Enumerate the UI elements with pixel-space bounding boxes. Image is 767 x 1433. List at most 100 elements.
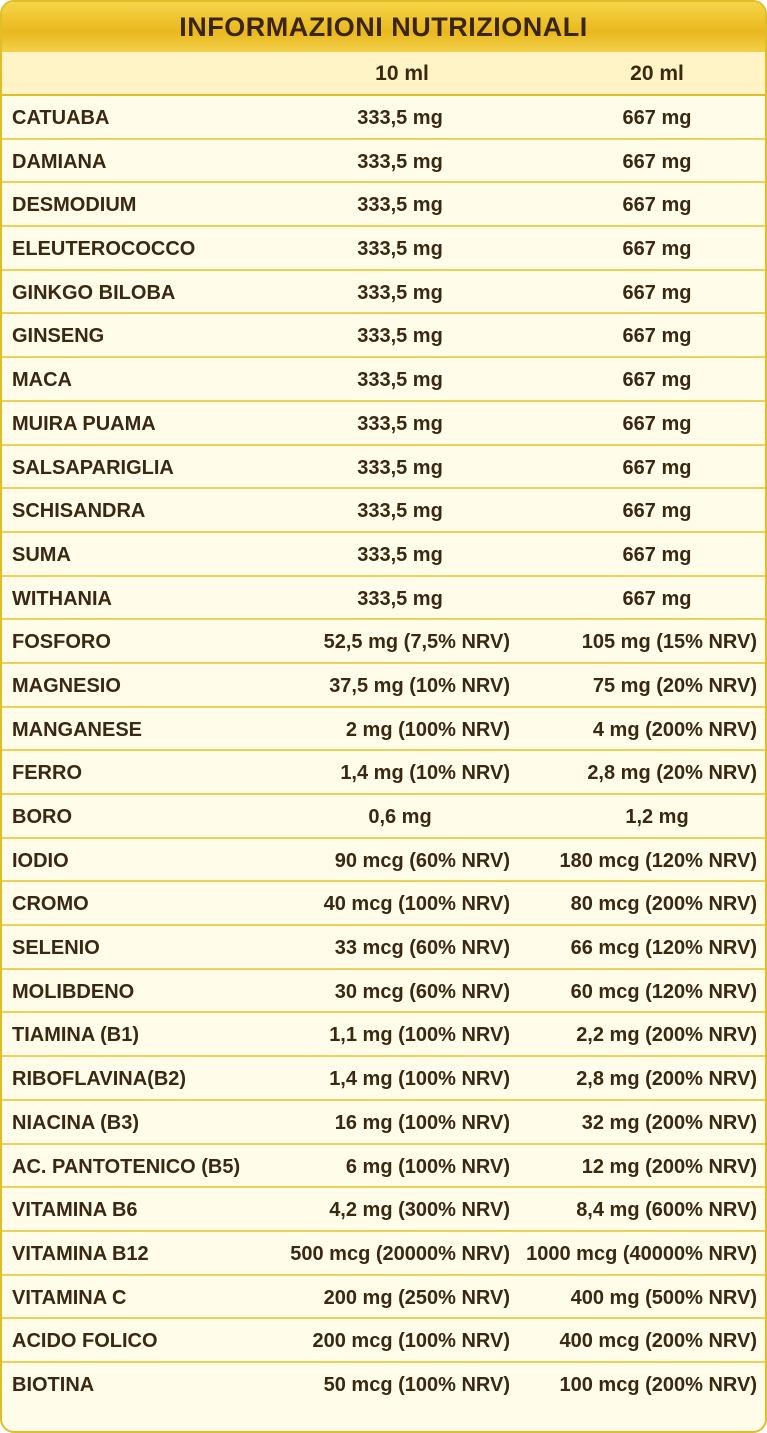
table-row: GINSENG 333,5 mg 667 mg bbox=[2, 314, 765, 359]
nutrient-name: RIBOFLAVINA(B2) bbox=[12, 1068, 187, 1091]
nutrient-name: BIOTINA bbox=[12, 1373, 95, 1396]
table-row: ELEUTEROCOCCO 333,5 mg 667 mg bbox=[2, 227, 765, 271]
nutrient-name: VITAMINA B12 bbox=[12, 1242, 149, 1265]
nutrient-amount: 105 mg (15% NRV) bbox=[581, 631, 757, 654]
table-row: MANGANESE 2 mg (100% NRV) 4 mg (200% NRV) bbox=[2, 708, 765, 752]
nutrient-name: CATUABA bbox=[12, 107, 110, 129]
nutrient-amount: 333,5 mg bbox=[357, 369, 443, 392]
table-row: MUIRA PUAMA 333,5 mg 667 mg bbox=[2, 402, 765, 446]
nutrient-amount: 90 mcg (60% NRV) bbox=[334, 849, 510, 872]
nutrient-name: MANGANESE bbox=[12, 718, 143, 741]
nutrient-name: IODIO bbox=[12, 849, 69, 872]
nutrient-name: VITAMINA C bbox=[12, 1286, 127, 1309]
nutrient-name: TIAMINA (B1) bbox=[12, 1024, 140, 1047]
nutrient-name: SUMA bbox=[12, 543, 71, 566]
nutrient-amount: 500 mcg (20000% NRV) bbox=[290, 1242, 510, 1265]
table-body: CATUABA 333,5 mg 667 mg DAMIANA 333,5 mg 667 … bbox=[2, 96, 765, 1407]
nutrient-amount: 667 mg bbox=[622, 150, 692, 173]
nutrient-name: FERRO bbox=[12, 762, 82, 785]
nutrient-amount: 333,5 mg bbox=[357, 543, 443, 566]
nutrient-name: ELEUTEROCOCCO bbox=[12, 238, 196, 261]
table-row: SCHISANDRA 333,5 mg 667 mg bbox=[2, 489, 765, 533]
table-row: SUMA 333,5 mg 667 mg bbox=[2, 533, 765, 577]
nutrient-amount: 333,5 mg bbox=[357, 456, 443, 479]
table-row: MOLIBDENO 30 mcg (60% NRV) 60 mcg (120% NR… bbox=[2, 970, 765, 1014]
nutrient-amount: 37,5 mg (10% NRV) bbox=[329, 674, 510, 697]
nutrient-name: VITAMINA B6 bbox=[12, 1199, 138, 1222]
table-row: MACA 333,5 mg 667 mg bbox=[2, 358, 765, 402]
table-row: WITHANIA 333,5 mg 667 mg bbox=[2, 577, 765, 621]
nutrient-amount: 66 mcg (120% NRV) bbox=[570, 937, 757, 960]
nutrient-amount: 667 mg bbox=[622, 587, 692, 610]
nutrient-amount: 2,2 mg (200% NRV) bbox=[576, 1024, 757, 1047]
table-row: SELENIO 33 mcg (60% NRV) 66 mcg (120% NRV) bbox=[2, 926, 765, 970]
nutrient-amount: 667 mg bbox=[622, 500, 692, 523]
table-row: RIBOFLAVINA(B2) 1,4 mg (100% NRV) 2,8 mg (… bbox=[2, 1057, 765, 1101]
nutrient-name: AC. PANTOTENICO (B5) bbox=[12, 1155, 241, 1178]
table-row: VITAMINA C 200 mg (250% NRV) 400 mg (500% … bbox=[2, 1276, 765, 1320]
nutrient-amount: 1,1 mg (100% NRV) bbox=[329, 1024, 510, 1047]
nutrient-amount: 333,5 mg bbox=[357, 107, 443, 129]
nutrient-name: WITHANIA bbox=[12, 587, 112, 610]
nutrient-amount: 4,2 mg (300% NRV) bbox=[329, 1199, 510, 1222]
nutrient-amount: 16 mg (100% NRV) bbox=[334, 1111, 510, 1134]
nutrient-amount: 333,5 mg bbox=[357, 587, 443, 610]
table-row: CATUABA 333,5 mg 667 mg bbox=[2, 96, 765, 140]
table-row: VITAMINA B12 500 mcg (20000% NRV) 1000 mcg… bbox=[2, 1232, 765, 1276]
nutrient-amount: 667 mg bbox=[622, 281, 692, 304]
nutrient-amount: 50 mcg (100% NRV) bbox=[323, 1373, 510, 1396]
nutrient-name: CROMO bbox=[12, 893, 89, 916]
nutrient-amount: 33 mcg (60% NRV) bbox=[334, 937, 510, 960]
table-row: CROMO 40 mcg (100% NRV) 80 mcg (200% NRV) bbox=[2, 882, 765, 927]
nutrient-name: MACA bbox=[12, 369, 72, 392]
nutrient-amount: 333,5 mg bbox=[357, 325, 443, 348]
nutrient-amount: 40 mcg (100% NRV) bbox=[323, 893, 510, 916]
nutrient-amount: 32 mg (200% NRV) bbox=[581, 1111, 757, 1134]
table-row: BIOTINA 50 mcg (100% NRV) 100 mcg (200% NR… bbox=[2, 1363, 765, 1407]
nutrient-amount: 1,4 mg (100% NRV) bbox=[329, 1068, 510, 1091]
nutrient-amount: 400 mg (500% NRV) bbox=[570, 1286, 757, 1309]
nutrient-name: FOSFORO bbox=[12, 631, 111, 654]
nutrient-name: MOLIBDENO bbox=[12, 980, 135, 1003]
table-row: MAGNESIO 37,5 mg (10% NRV) 75 mg (20% NRV) bbox=[2, 664, 765, 708]
nutrient-amount: 667 mg bbox=[622, 107, 692, 129]
nutrient-amount: 1000 mcg (40000% NRV) bbox=[526, 1242, 757, 1265]
nutrient-amount: 333,5 mg bbox=[357, 281, 443, 304]
nutrient-name: SALSAPARIGLIA bbox=[12, 456, 174, 479]
nutrient-amount: 333,5 mg bbox=[357, 412, 443, 435]
nutrient-name: NIACINA (B3) bbox=[12, 1111, 140, 1134]
nutrient-amount: 0,6 mg bbox=[368, 806, 432, 828]
nutrient-amount: 400 mcg (200% NRV) bbox=[559, 1330, 758, 1353]
nutrient-amount: 2,8 mg (200% NRV) bbox=[576, 1068, 757, 1091]
nutrient-amount: 6 mg (100% NRV) bbox=[345, 1155, 510, 1178]
nutrient-name: GINKGO BILOBA bbox=[12, 281, 176, 304]
nutrient-amount: 200 mcg (100% NRV) bbox=[312, 1330, 511, 1353]
nutrient-name: DESMODIUM bbox=[12, 194, 137, 217]
table-row: BORO 0,6 mg 1,2 mg bbox=[2, 795, 765, 839]
nutrient-amount: 667 mg bbox=[622, 543, 692, 566]
table-row: DAMIANA 333,5 mg 667 mg bbox=[2, 140, 765, 184]
nutrient-amount: 100 mcg (200% NRV) bbox=[559, 1373, 758, 1396]
nutrient-name: SCHISANDRA bbox=[12, 500, 146, 523]
nutrient-amount: 333,5 mg bbox=[357, 150, 443, 173]
nutrient-amount: 1,4 mg (10% NRV) bbox=[340, 762, 510, 785]
table-row: NIACINA (B3) 16 mg (100% NRV) 32 mg (200% … bbox=[2, 1101, 765, 1145]
nutrient-amount: 52,5 mg (7,5% NRV) bbox=[323, 631, 510, 654]
table-row: AC. PANTOTENICO (B5) 6 mg (100% NRV) 12 mg… bbox=[2, 1145, 765, 1189]
table-row: ACIDO FOLICO 200 mcg (100% NRV) 400 mcg (2… bbox=[2, 1319, 765, 1363]
nutrient-amount: 333,5 mg bbox=[357, 500, 443, 523]
nutrient-amount: 180 mcg (120% NRV) bbox=[559, 849, 758, 872]
nutrient-amount: 667 mg bbox=[622, 325, 692, 348]
table-row: FOSFORO 52,5 mg (7,5% NRV) 105 mg (15% NRV… bbox=[2, 620, 765, 664]
nutrient-amount: 4 mg (200% NRV) bbox=[592, 718, 757, 741]
nutrient-amount: 667 mg bbox=[622, 238, 692, 261]
nutrient-name: ACIDO FOLICO bbox=[12, 1330, 158, 1353]
nutrient-amount: 1,2 mg bbox=[625, 806, 689, 828]
column-headers: 10 ml 20 ml bbox=[2, 52, 765, 96]
nutrient-amount: 333,5 mg bbox=[357, 194, 443, 217]
table-row: GINKGO BILOBA 333,5 mg 667 mg bbox=[2, 271, 765, 315]
table-row: TIAMINA (B1) 1,1 mg (100% NRV) 2,2 mg (200… bbox=[2, 1013, 765, 1058]
column-header: 20 ml bbox=[630, 62, 684, 85]
table-row: DESMODIUM 333,5 mg 667 mg bbox=[2, 183, 765, 228]
